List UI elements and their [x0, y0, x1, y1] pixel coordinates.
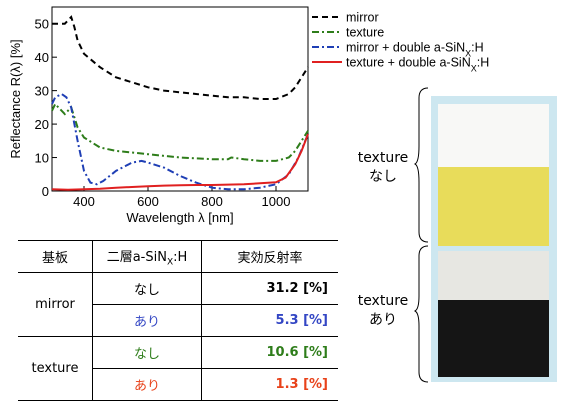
group-label-line: なし: [369, 169, 397, 185]
series-line: [51, 102, 309, 162]
y-tick-label: 0: [42, 184, 49, 199]
brace-bottom: [414, 245, 429, 383]
row-value: 5.3 [%]: [201, 304, 338, 337]
group-label-line: texture: [357, 293, 409, 309]
y-tick-label: 20: [35, 117, 49, 132]
group-braces: [414, 87, 429, 383]
sample-texture-uncoated-reflection: [438, 104, 549, 167]
chart-series: [51, 15, 309, 191]
legend-label: texture + double a-SiNX:H: [346, 56, 489, 74]
sample-photo-panel: [431, 96, 557, 382]
x-tick-label: 400: [73, 194, 95, 209]
row-coating: あり: [92, 368, 202, 401]
table-row: mirror なし 31.2 [%]: [18, 272, 338, 337]
sample-texture-uncoated-yellow: [438, 167, 549, 246]
plot-frame: [51, 6, 309, 192]
legend-label: mirror: [346, 11, 379, 25]
x-tick-label: 800: [201, 194, 223, 209]
reflectance-chart: 0 10 20 30 40 50 400 600 800 1000 Wavelength λ […: [8, 6, 489, 225]
group-label-line: texture: [357, 150, 409, 166]
y-tick-label: 10: [35, 151, 49, 166]
group-label-with-coating: texture あり: [348, 292, 418, 330]
group-label-line: あり: [369, 312, 397, 328]
x-axis-label: Wavelength λ [nm]: [126, 210, 233, 225]
header-coating: 二層a-SiNX:H: [92, 240, 202, 273]
header-substrate: 基板: [18, 240, 93, 273]
table-header-row: 基板 二層a-SiNX:H 実効反射率: [18, 240, 338, 273]
row-value: 10.6 [%]: [201, 336, 338, 369]
y-tick-label: 30: [35, 84, 49, 99]
sample-texture-coated-black: [438, 300, 549, 377]
group-label-without-coating: texture なし: [348, 149, 418, 187]
row-coating: あり: [92, 304, 202, 337]
row-value: 31.2 [%]: [201, 272, 338, 305]
series-line: [52, 15, 309, 100]
legend-label: texture: [346, 26, 384, 40]
row-substrate-mirror: mirror: [18, 272, 93, 337]
x-tick-label: 600: [137, 194, 159, 209]
x-tick-label: 1000: [262, 194, 291, 209]
sample-texture-coated-reflection: [438, 251, 549, 300]
header-effective-reflectance: 実効反射率: [201, 240, 338, 273]
y-tick-label: 40: [35, 50, 49, 65]
row-coating: なし: [92, 272, 202, 305]
series-line: [51, 133, 309, 191]
y-axis-label: Reflectance R(λ) [%]: [8, 39, 23, 158]
row-coating: なし: [92, 336, 202, 369]
effective-reflectance-table: 基板 二層a-SiNX:H 実効反射率 mirror なし 31.2 [%] あ…: [18, 240, 338, 401]
x-axis-ticks: 400 600 800 1000: [73, 186, 290, 209]
table-row: texture なし 10.6 [%]: [18, 336, 338, 401]
series-line: [51, 92, 309, 191]
brace-top: [414, 87, 429, 243]
subscript-x: X: [166, 257, 174, 268]
y-axis-ticks: 0 10 20 30 40 50: [35, 17, 57, 199]
table-row: あり 5.3 [%]: [18, 304, 338, 337]
y-tick-label: 50: [35, 17, 49, 32]
legend-label: mirror + double a-SiNX:H: [346, 41, 484, 59]
row-substrate-texture: texture: [18, 336, 93, 401]
row-value: 1.3 [%]: [201, 368, 338, 401]
